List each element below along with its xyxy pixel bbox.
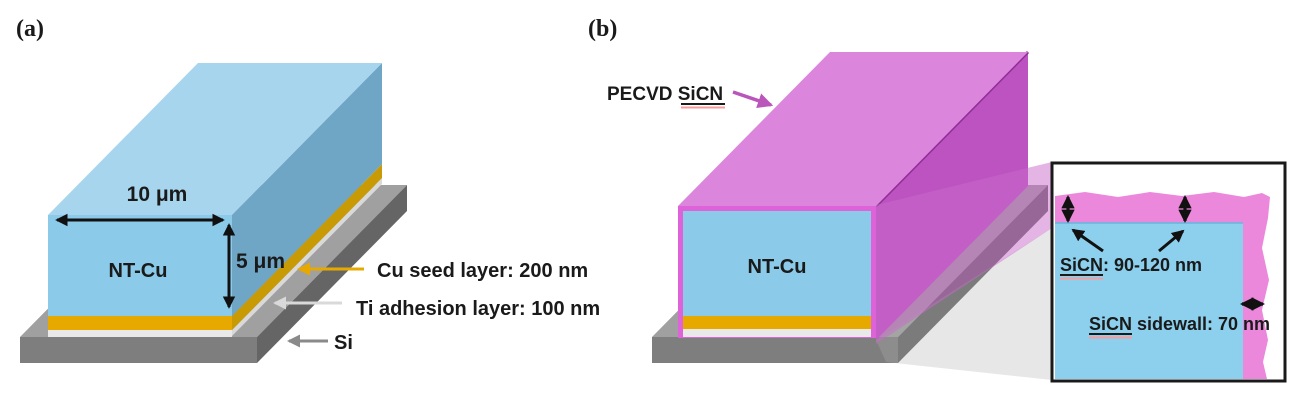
- inset-sidewall-label: SiCN sidewall: 70 nm: [1089, 314, 1270, 334]
- zoom-fan-pink: [876, 162, 1052, 344]
- cu-seed-annotation-label: Cu seed layer: 200 nm: [377, 260, 588, 282]
- inset-sicn-coating-layer: [1055, 192, 1270, 379]
- inset-thickness-label: SiCN: 90-120 nm: [1060, 255, 1202, 275]
- ti-adhesion-layer-front-b: [683, 329, 871, 337]
- inset-pointer-arrow-right: [1158, 229, 1185, 253]
- sicn-coating-top-face: [678, 52, 1028, 206]
- ti-adhesion-layer-front: [48, 330, 232, 337]
- pecvd-sicn-annotation-arrow: [732, 90, 774, 109]
- si-substrate-side-face: [257, 185, 407, 363]
- si-substrate-front-face-b: [652, 337, 898, 363]
- nt-cu-block-top-face: [48, 63, 382, 215]
- nt-cu-label-a: NT-Cu: [109, 260, 168, 282]
- width-dimension-label: 10 μm: [127, 183, 188, 206]
- inset-closeup: SiCN: 90-120 nm SiCN sidewall: 70 nm: [1050, 161, 1287, 383]
- panel-a: (a) 10 μm 5 μm NT-Cu Cu seed layer: 200 …: [16, 16, 600, 363]
- nt-cu-block-side-face: [232, 63, 382, 316]
- nt-cu-block-front-face-b: [683, 211, 871, 316]
- nt-cu-block-front-face: [48, 215, 232, 316]
- si-substrate-front-face: [20, 337, 257, 363]
- cu-seed-layer-front: [48, 316, 232, 330]
- inset-pointer-arrow-left: [1071, 228, 1104, 253]
- si-annotation-label: Si: [334, 332, 353, 354]
- zoom-fan-gray: [876, 228, 1052, 380]
- panel-b: (b) NT-Cu PECVD SiCN: [588, 16, 1287, 383]
- cu-seed-layer-side: [232, 164, 382, 330]
- nt-cu-label-b: NT-Cu: [748, 256, 807, 278]
- panel-a-tag: (a): [16, 16, 44, 42]
- ti-adhesion-layer-side: [232, 178, 382, 336]
- ti-adhesion-annotation-label: Ti adhesion layer: 100 nm: [356, 298, 600, 320]
- panel-b-tag: (b): [588, 16, 617, 42]
- height-dimension-label: 5 μm: [236, 250, 285, 273]
- inset-nt-cu-region: [1055, 223, 1243, 379]
- pecvd-sicn-label: PECVD SiCN: [607, 84, 723, 105]
- cu-seed-layer-front-b: [683, 316, 871, 329]
